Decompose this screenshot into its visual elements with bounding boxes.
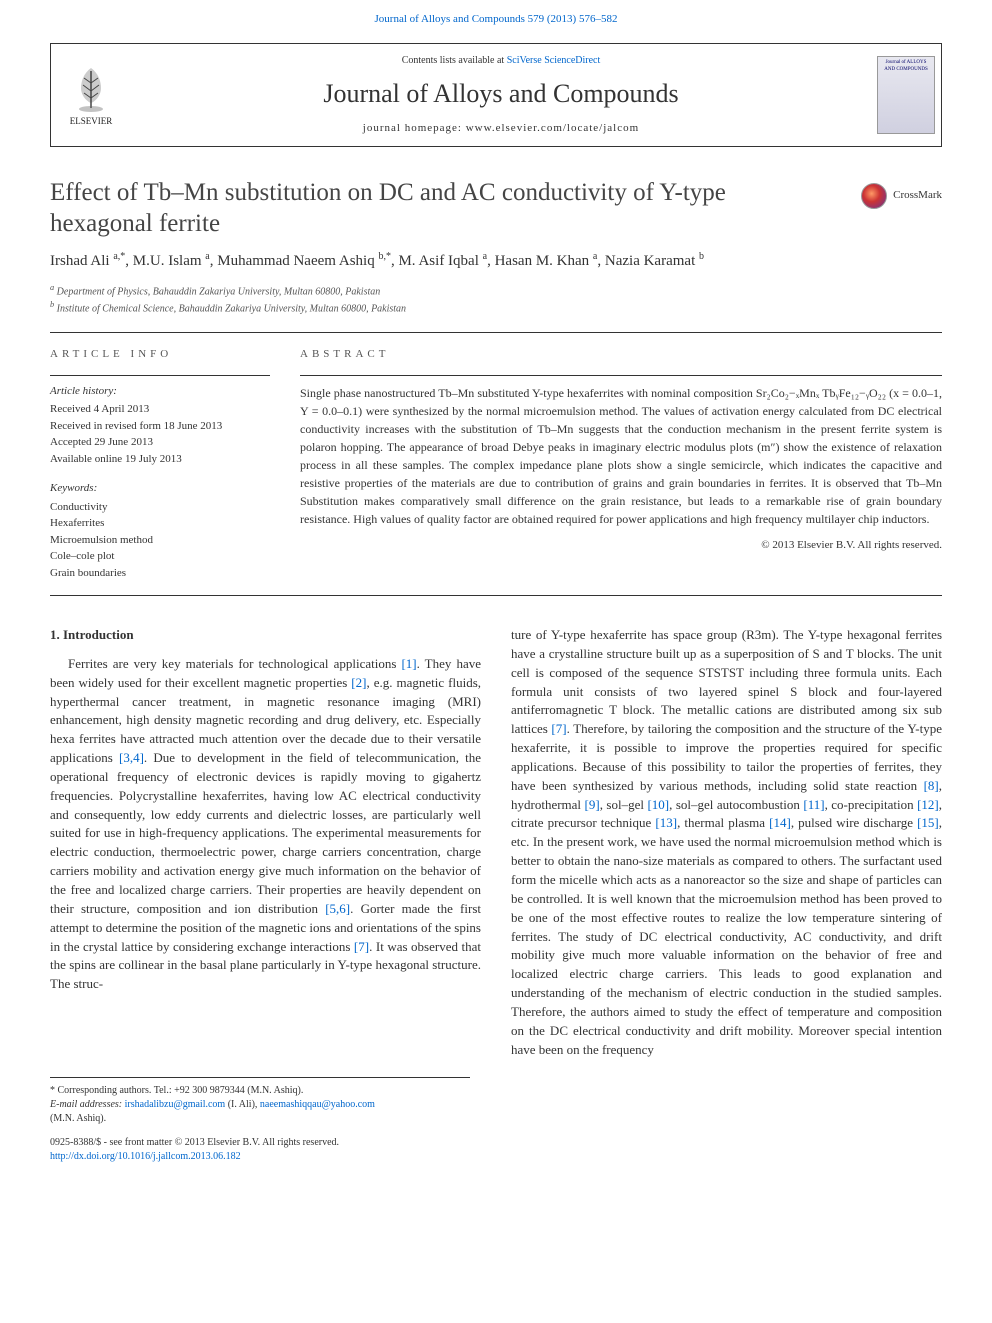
elsevier-label: ELSEVIER [70, 115, 113, 128]
doi-link[interactable]: http://dx.doi.org/10.1016/j.jallcom.2013… [50, 1151, 241, 1162]
email-link-1[interactable]: irshadalibzu@gmail.com [125, 1099, 226, 1110]
email-link-2[interactable]: naeemashiqqau@yahoo.com [260, 1099, 375, 1110]
citation-link[interactable]: [7] [551, 721, 566, 736]
journal-cover: Journal of ALLOYS AND COMPOUNDS [871, 44, 941, 146]
citation-link[interactable]: [9] [585, 797, 600, 812]
article-title-block: Effect of Tb–Mn substitution on DC and A… [50, 177, 942, 240]
affiliation-b: b Institute of Chemical Science, Bahaudd… [50, 299, 942, 316]
journal-title: Journal of Alloys and Compounds [131, 76, 871, 112]
email-addresses: E-mail addresses: irshadalibzu@gmail.com… [50, 1098, 470, 1126]
crossmark-badge[interactable]: CrossMark [861, 183, 942, 209]
authors: Irshad Ali a,*, M.U. Islam a, Muhammad N… [50, 250, 942, 272]
article-history: Received 4 April 2013Received in revised… [50, 401, 270, 467]
rule-top [50, 332, 942, 333]
citation-link[interactable]: [10] [647, 797, 669, 812]
abstract-heading: abstract [300, 347, 942, 362]
affiliations: a Department of Physics, Bahauddin Zakar… [50, 282, 942, 317]
article-title: Effect of Tb–Mn substitution on DC and A… [50, 177, 942, 240]
abstract-copyright: © 2013 Elsevier B.V. All rights reserved… [300, 538, 942, 553]
journal-cover-thumbnail: Journal of ALLOYS AND COMPOUNDS [877, 56, 935, 134]
rule-bottom [50, 595, 942, 596]
journal-reference-link[interactable]: Journal of Alloys and Compounds 579 (201… [375, 13, 618, 25]
contents-available: Contents lists available at SciVerse Sci… [131, 54, 871, 68]
citation-link[interactable]: [13] [655, 815, 677, 830]
journal-reference: Journal of Alloys and Compounds 579 (201… [0, 0, 992, 33]
elsevier-tree-icon [66, 63, 116, 113]
abstract-text: Single phase nanostructured Tb–Mn substi… [300, 384, 942, 528]
elsevier-logo: ELSEVIER [51, 44, 131, 146]
corresponding-author-note: * Corresponding authors. Tel.: +92 300 9… [50, 1084, 470, 1098]
citation-link[interactable]: [8] [924, 778, 939, 793]
issn-line: 0925-8388/$ - see front matter © 2013 El… [50, 1136, 942, 1150]
masthead-center: Contents lists available at SciVerse Sci… [131, 44, 871, 146]
homepage-prefix: journal homepage: [363, 122, 466, 134]
info-abstract-row: article info Article history: Received 4… [50, 347, 942, 581]
citation-link[interactable]: [12] [917, 797, 939, 812]
abstract-rule [300, 375, 942, 376]
masthead-box: ELSEVIER Contents lists available at Sci… [50, 43, 942, 147]
info-rule [50, 375, 270, 376]
citation-link[interactable]: [1] [401, 656, 416, 671]
affiliation-a: a Department of Physics, Bahauddin Zakar… [50, 282, 942, 299]
citation-link[interactable]: [5,6] [325, 901, 350, 916]
article-history-label: Article history: [50, 384, 270, 399]
footnotes: * Corresponding authors. Tel.: +92 300 9… [50, 1077, 470, 1126]
citation-link[interactable]: [2] [351, 675, 366, 690]
abstract-column: abstract Single phase nanostructured Tb–… [300, 347, 942, 581]
keywords-label: Keywords: [50, 481, 270, 496]
article-info-column: article info Article history: Received 4… [50, 347, 270, 581]
crossmark-icon [861, 183, 887, 209]
citation-link[interactable]: [3,4] [119, 750, 144, 765]
citation-link[interactable]: [15] [917, 815, 939, 830]
crossmark-label: CrossMark [893, 188, 942, 203]
body-columns: 1. Introduction Ferrites are very key ma… [50, 626, 942, 1059]
journal-homepage: journal homepage: www.elsevier.com/locat… [131, 121, 871, 136]
citation-link[interactable]: [7] [354, 939, 369, 954]
homepage-url[interactable]: www.elsevier.com/locate/jalcom [466, 122, 639, 134]
sciencedirect-link[interactable]: SciVerse ScienceDirect [507, 55, 601, 66]
contents-available-prefix: Contents lists available at [402, 55, 507, 66]
intro-paragraph-left: Ferrites are very key materials for tech… [50, 655, 481, 994]
citation-link[interactable]: [14] [769, 815, 791, 830]
body-column-left: 1. Introduction Ferrites are very key ma… [50, 626, 481, 1059]
body-column-right: ture of Y-type hexaferrite has space gro… [511, 626, 942, 1059]
keywords-list: ConductivityHexaferritesMicroemulsion me… [50, 499, 270, 582]
section-1-heading: 1. Introduction [50, 626, 481, 645]
footer: 0925-8388/$ - see front matter © 2013 El… [50, 1136, 942, 1164]
intro-paragraph-right: ture of Y-type hexaferrite has space gro… [511, 626, 942, 1059]
article-info-heading: article info [50, 347, 270, 362]
citation-link[interactable]: [11] [803, 797, 824, 812]
